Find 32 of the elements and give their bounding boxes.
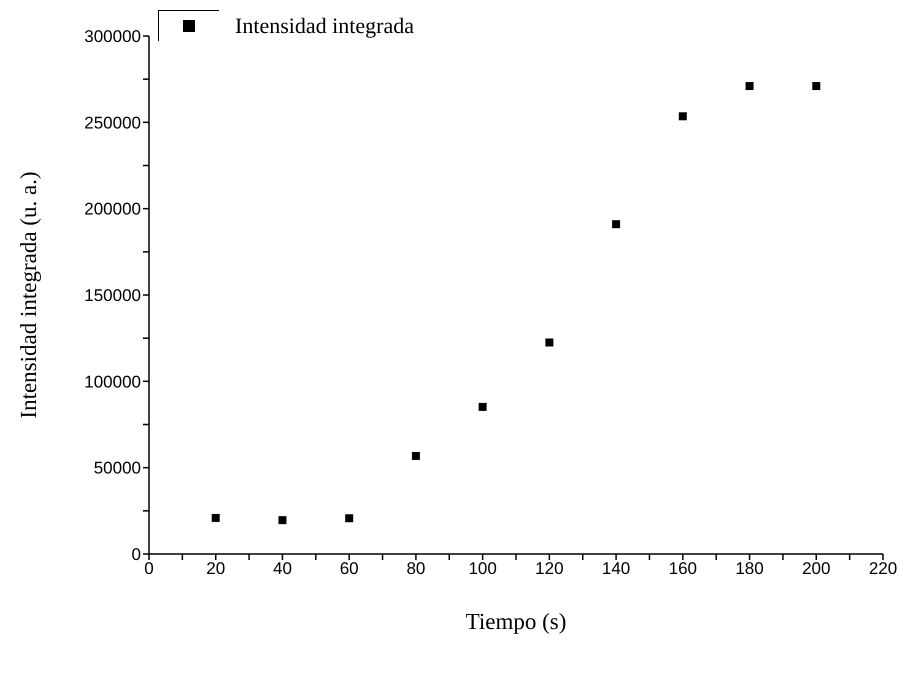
y-tick-label: 250000 xyxy=(84,113,141,132)
legend-label: Intensidad integrada xyxy=(235,12,414,38)
x-tick-label: 140 xyxy=(602,559,630,578)
y-tick-label: 50000 xyxy=(94,458,141,478)
x-tick-label: 100 xyxy=(468,559,497,578)
point xyxy=(812,82,820,90)
x-tick-label: 200 xyxy=(802,559,830,578)
point xyxy=(612,220,620,228)
point xyxy=(746,82,754,90)
y-axis-title: Intensidad integrada (u. a.) xyxy=(16,171,42,419)
y-tick-label: 100000 xyxy=(84,372,141,392)
y-tick-label: 150000 xyxy=(84,286,141,306)
x-tick-label: 0 xyxy=(144,559,154,578)
x-tick-label: 220 xyxy=(868,559,898,578)
x-tick-label: 120 xyxy=(535,559,564,578)
x-tick-label: 40 xyxy=(272,559,292,578)
point xyxy=(545,338,554,346)
point xyxy=(212,514,220,522)
x-tick-label: 180 xyxy=(735,559,764,578)
y-tick-label: 300000 xyxy=(84,27,141,46)
point xyxy=(678,112,687,120)
y-tick-label: 200000 xyxy=(84,200,141,219)
x-tick-label: 60 xyxy=(340,559,359,578)
x-tick-label: 160 xyxy=(668,559,698,578)
x-tick-label: 20 xyxy=(206,559,226,578)
x-axis-title: Tiempo (s) xyxy=(466,609,566,634)
point xyxy=(345,514,354,522)
x-tick-label: 80 xyxy=(406,559,426,578)
point xyxy=(412,452,420,460)
point xyxy=(478,402,487,411)
point xyxy=(278,516,286,524)
y-tick-label: 0 xyxy=(132,545,141,564)
